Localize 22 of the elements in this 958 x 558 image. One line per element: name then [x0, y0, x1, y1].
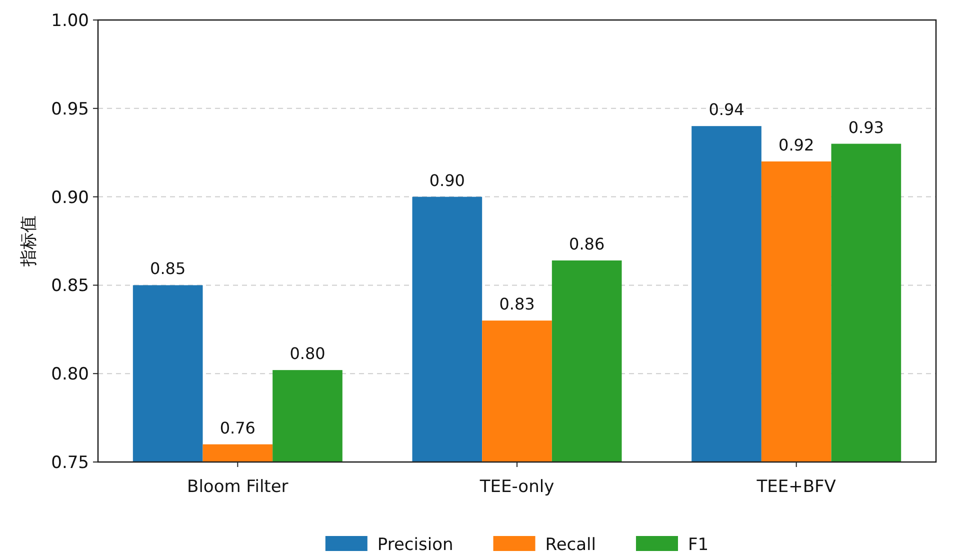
y-tick-label: 0.80: [51, 364, 89, 385]
x-tick-label: TEE+BFV: [756, 477, 836, 497]
y-tick-label: 1.00: [51, 11, 89, 31]
data-label: 0.93: [848, 118, 884, 137]
data-label: 0.85: [150, 259, 186, 278]
y-axis-title: 指标值: [19, 216, 39, 268]
data-label: 0.86: [569, 234, 605, 254]
data-label: 0.92: [778, 135, 814, 154]
y-tick-label: 0.95: [51, 99, 89, 120]
x-tick-label: Bloom Filter: [187, 477, 288, 497]
y-tick-label: 0.75: [51, 453, 89, 473]
legend-label: Recall: [545, 535, 596, 555]
x-tick-label: TEE-only: [478, 477, 554, 497]
legend-label: F1: [688, 535, 709, 555]
data-label: 0.76: [220, 418, 256, 438]
y-tick-label: 0.90: [51, 188, 89, 208]
data-label: 0.94: [708, 100, 744, 120]
data-label: 0.90: [429, 170, 465, 190]
data-label: 0.80: [290, 344, 326, 364]
data-label: 0.83: [499, 294, 535, 314]
y-tick-label: 0.85: [51, 276, 89, 296]
legend-label: Precision: [377, 535, 454, 555]
